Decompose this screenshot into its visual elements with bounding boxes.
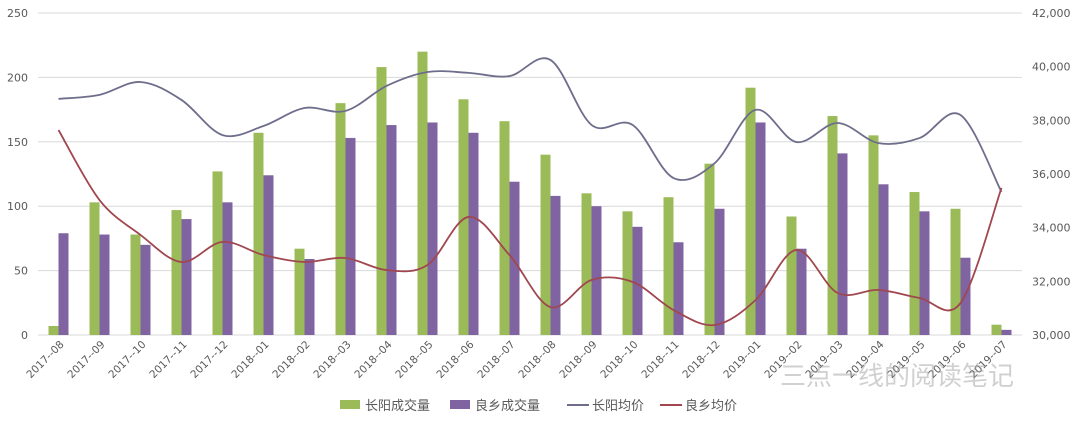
- gridlines: [38, 12, 1022, 336]
- y-right-tick-label: 40,000: [1032, 61, 1071, 74]
- bar: [417, 51, 428, 335]
- bar: [786, 216, 797, 335]
- bar: [171, 210, 182, 335]
- bar: [909, 192, 920, 335]
- bar: [991, 324, 1002, 335]
- bar: [181, 219, 192, 335]
- bar: [58, 233, 69, 335]
- y-tick-label: 200: [7, 71, 28, 84]
- y-tick-label: 0: [21, 329, 28, 342]
- bar: [745, 87, 756, 335]
- bar: [140, 244, 151, 335]
- bar: [663, 197, 674, 335]
- bar: [263, 175, 274, 335]
- bar: [386, 125, 397, 335]
- bar: [499, 121, 510, 335]
- legend-swatch: [340, 400, 360, 409]
- x-tick-label: 2017--11: [147, 339, 189, 381]
- series-line: [57, 129, 1003, 327]
- y-right-tick-label: 30,000: [1032, 329, 1071, 342]
- bar: [1001, 329, 1012, 335]
- x-tick-label: 2018--02: [270, 339, 312, 381]
- x-tick-label: 2018--04: [352, 338, 394, 380]
- bar: [591, 206, 602, 335]
- bar: [550, 195, 561, 335]
- watermark-text: 三点一线的阅读笔记: [780, 362, 1014, 392]
- bar: [427, 122, 438, 335]
- x-tick-label: 2017--08: [24, 339, 66, 381]
- bar: [376, 67, 387, 335]
- bar: [796, 248, 807, 335]
- x-tick-label: 2018--11: [639, 339, 681, 381]
- x-tick-label: 2018--08: [516, 339, 558, 381]
- x-tick-label: 2019--01: [721, 339, 763, 381]
- bar: [919, 211, 930, 335]
- bar: [294, 248, 305, 335]
- series-line: [58, 57, 1003, 193]
- bar: [837, 153, 848, 335]
- y-tick-label: 250: [7, 7, 28, 20]
- x-tick-label: 2018--07: [475, 339, 517, 381]
- y-tick-label: 150: [7, 136, 28, 149]
- bar: [99, 234, 110, 335]
- y-tick-label: 100: [7, 200, 28, 213]
- bar: [950, 208, 961, 335]
- legend-label: 良乡成交量: [475, 398, 540, 414]
- x-tick-label: 2018--06: [434, 338, 476, 380]
- legend-swatch: [450, 400, 470, 409]
- bar: [673, 242, 684, 335]
- lines: [57, 57, 1003, 327]
- x-tick-label: 2017--09: [65, 339, 107, 381]
- bar: [755, 122, 766, 335]
- x-tick-label: 2018--01: [229, 339, 271, 381]
- bar: [458, 99, 469, 336]
- legend-label: 长阳成交量: [365, 398, 430, 414]
- bar: [130, 234, 141, 335]
- bar: [714, 208, 725, 335]
- y-right-tick-label: 42,000: [1032, 7, 1071, 20]
- bar: [704, 163, 715, 335]
- y-right-tick-label: 32,000: [1032, 275, 1071, 288]
- bar: [222, 202, 233, 335]
- watermark: 三点一线的阅读笔记: [780, 362, 1014, 392]
- x-tick-label: 2018--05: [393, 339, 435, 381]
- bar: [48, 325, 59, 335]
- bar: [345, 137, 356, 335]
- x-tick-label: 2017--12: [188, 339, 230, 381]
- bar: [632, 226, 643, 335]
- bar: [878, 184, 889, 335]
- legend-label: 良乡均价: [685, 398, 737, 414]
- y-axis-right: 30,000 32,000 34,000 36,000 38,000 40,000 42,0…: [1032, 7, 1071, 342]
- bar: [581, 193, 592, 335]
- bar: [868, 135, 879, 335]
- legend: 长阳成交量 良乡成交量 长阳均价 良乡均价: [340, 398, 737, 414]
- y-axis-left: 0 50 100 150 200 250: [7, 7, 28, 342]
- bar: [212, 171, 223, 335]
- x-tick-label: 2018--03: [311, 339, 353, 381]
- legend-label: 长阳均价: [592, 399, 644, 414]
- bar: [622, 211, 633, 335]
- bar: [827, 116, 838, 335]
- bar: [540, 154, 551, 335]
- bar: [253, 132, 264, 335]
- bar: [509, 181, 520, 335]
- y-right-tick-label: 36,000: [1032, 168, 1071, 181]
- x-tick-label: 2018--09: [557, 339, 599, 381]
- bars: [48, 51, 1012, 336]
- x-tick-label: 2018--12: [680, 339, 722, 381]
- bar: [89, 202, 100, 335]
- y-right-tick-label: 34,000: [1032, 222, 1071, 235]
- y-right-tick-label: 38,000: [1032, 114, 1071, 127]
- y-tick-label: 50: [14, 265, 28, 278]
- bar: [335, 103, 346, 335]
- bar: [304, 259, 315, 335]
- x-tick-label: 2018--10: [598, 339, 640, 381]
- x-tick-label: 2017--10: [106, 339, 148, 381]
- bar: [468, 132, 479, 335]
